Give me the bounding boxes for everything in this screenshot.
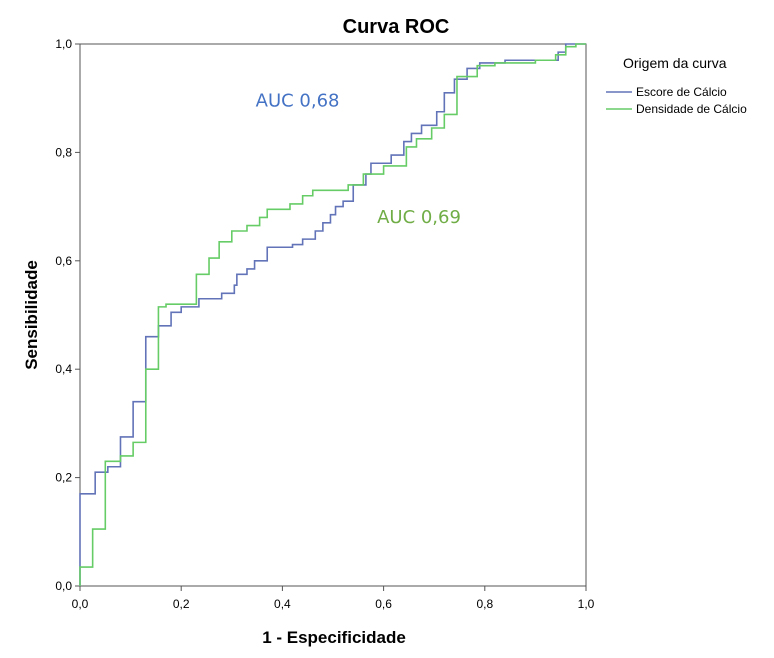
x-axis-label: 1 - Especificidade <box>262 628 406 647</box>
y-tick-label: 0,6 <box>55 254 72 268</box>
y-tick-label: 0,2 <box>55 471 72 485</box>
x-tick-label: 0,6 <box>375 597 392 611</box>
x-tick-label: 0,8 <box>476 597 493 611</box>
plot-frame <box>79 43 587 587</box>
x-tick-label: 1,0 <box>578 597 595 611</box>
y-tick-label: 1,0 <box>55 37 72 51</box>
legend-entry: Densidade de Cálcio <box>636 102 747 116</box>
y-tick-label: 0,8 <box>55 145 72 159</box>
y-tick-label: 0,4 <box>55 362 72 376</box>
chart-title: Curva ROC <box>343 16 450 38</box>
y-tick-label: 0,0 <box>55 579 72 593</box>
series-line-escore <box>79 43 586 586</box>
y-axis-label: Sensibilidade <box>22 260 41 370</box>
annotations: AUC 0,68 AUC 0,69 <box>256 90 461 228</box>
legend: Origem da curva Escore de Cálcio Densidad… <box>606 55 747 116</box>
legend-entry: Escore de Cálcio <box>636 85 727 99</box>
x-tick-label: 0,4 <box>274 597 291 611</box>
x-tick-label: 0,2 <box>173 597 190 611</box>
auc-annotation: AUC 0,68 <box>256 90 340 111</box>
auc-annotation: AUC 0,69 <box>377 207 461 228</box>
plot-area: 0,0 0,2 0,4 0,6 0,8 1,0 0,0 0,2 0,4 0,6 0,8 1,0 <box>55 37 594 611</box>
x-tick-label: 0,0 <box>72 597 89 611</box>
legend-title: Origem da curva <box>623 55 727 71</box>
series-line-densidade <box>79 43 586 586</box>
